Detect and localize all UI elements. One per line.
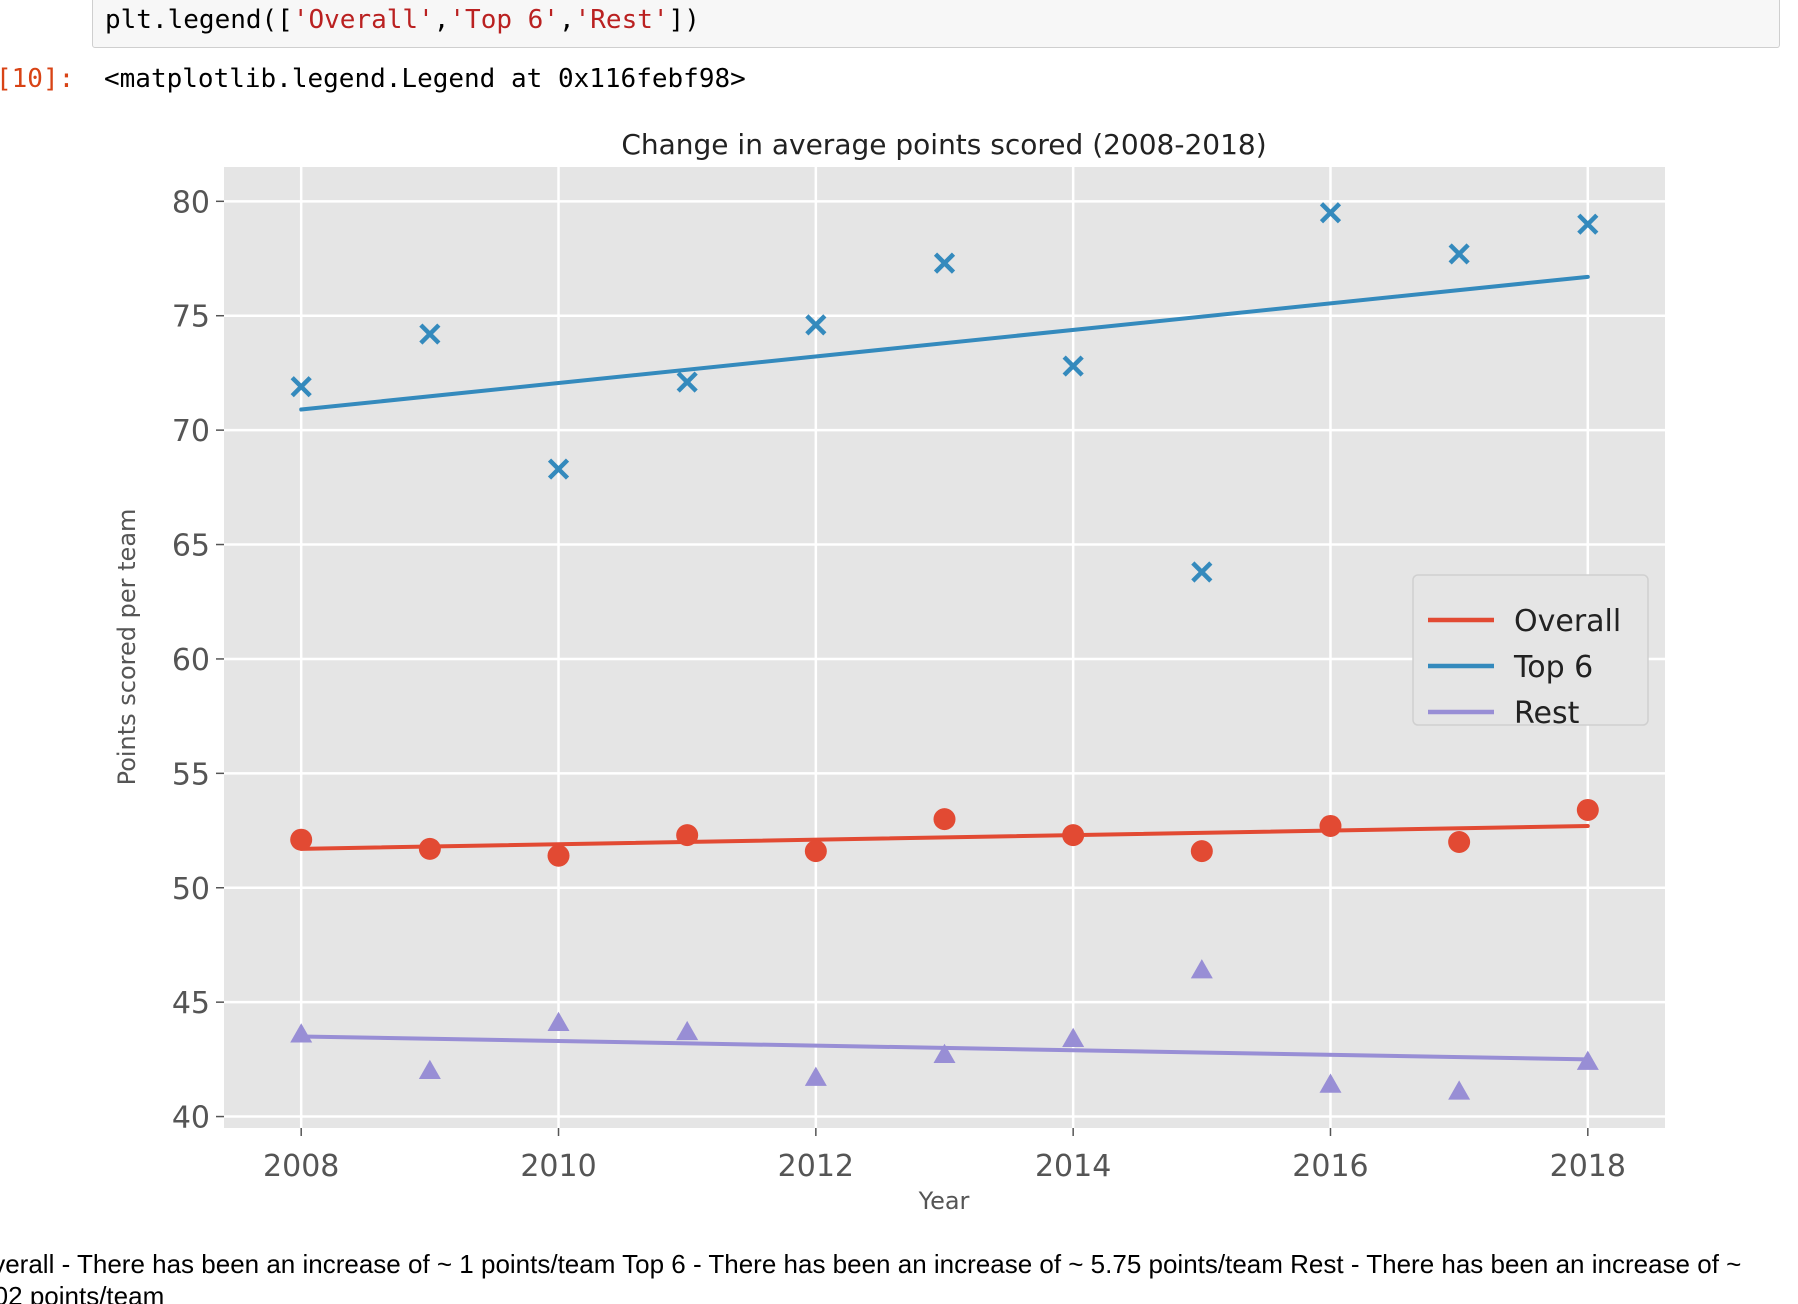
- x-tick-label: 2014: [1035, 1149, 1111, 1184]
- legend: Overall Top 6 Rest: [1412, 574, 1649, 731]
- x-tick-label: 2018: [1550, 1149, 1626, 1184]
- code-suffix: ]): [668, 5, 700, 35]
- legend-arg-top6: 'Top 6': [449, 5, 559, 35]
- point-rest: [804, 1066, 827, 1086]
- code-line: plt.legend(['Overall','Top 6','Rest']): [105, 5, 700, 35]
- legend-label-overall: Overall: [1514, 604, 1621, 639]
- point-top-6: [1319, 202, 1342, 224]
- point-overall: [290, 828, 313, 851]
- y-tick-label: 65: [172, 529, 210, 564]
- x-axis: 2008 2010 2012 2014 2016 2018: [263, 1128, 1626, 1184]
- y-tick-label: 40: [172, 1101, 210, 1136]
- point-overall: [1576, 798, 1599, 821]
- y-axis-label: Points scored per team: [113, 509, 141, 786]
- x-axis-label: Year: [918, 1187, 970, 1215]
- y-tick-label: 80: [172, 185, 210, 220]
- trend-line-top-6: [299, 274, 1590, 412]
- y-tick-label: 55: [172, 757, 210, 792]
- point-top-6: [676, 371, 698, 393]
- x-tick-label: 2008: [263, 1149, 339, 1184]
- y-tick-label: 75: [172, 300, 210, 335]
- x-tick-label: 2010: [520, 1149, 596, 1184]
- y-axis: 40 45 50 55 60 65 70 75 80: [172, 185, 224, 1136]
- legend-arg-rest: 'Rest': [574, 5, 669, 35]
- point-top-6: [1448, 243, 1470, 265]
- point-rest: [290, 1023, 313, 1043]
- point-rest: [1062, 1027, 1085, 1048]
- point-overall: [547, 844, 570, 867]
- y-tick-label: 50: [172, 872, 210, 907]
- point-rest: [933, 1043, 956, 1064]
- legend-box: [1412, 574, 1649, 726]
- point-overall: [418, 837, 441, 860]
- output-text: <matplotlib.legend.Legend at 0x116febf98…: [104, 64, 746, 94]
- point-overall: [1319, 814, 1342, 837]
- point-overall: [933, 808, 956, 831]
- legend-label-top-6: Top 6: [1513, 650, 1593, 685]
- point-overall: [1190, 840, 1213, 863]
- point-top-6: [419, 323, 441, 345]
- point-rest: [1448, 1080, 1471, 1100]
- point-overall: [676, 824, 699, 847]
- code-prefix: plt.legend([: [105, 5, 293, 35]
- data-points: [290, 202, 1599, 1100]
- x-tick-label: 2016: [1292, 1149, 1368, 1184]
- y-tick-label: 60: [172, 643, 210, 678]
- point-rest: [676, 1020, 699, 1041]
- point-top-6: [1191, 561, 1213, 583]
- point-overall: [1448, 830, 1471, 853]
- code-cell[interactable]: plt.legend(['Overall','Top 6','Rest']): [92, 0, 1780, 48]
- point-top-6: [1062, 355, 1084, 377]
- legend-label-rest: Rest: [1514, 696, 1580, 731]
- output-prompt: [10]:: [0, 64, 75, 94]
- point-top-6: [290, 376, 312, 398]
- point-rest: [418, 1059, 441, 1080]
- point-rest: [1319, 1073, 1342, 1093]
- trend-line-overall: [299, 823, 1590, 851]
- chart-title: Change in average points scored (2008-20…: [621, 128, 1266, 161]
- point-top-6: [933, 252, 956, 274]
- point-rest: [1190, 959, 1213, 979]
- point-overall: [1062, 824, 1085, 847]
- y-tick-label: 70: [172, 414, 210, 449]
- point-overall: [804, 840, 827, 863]
- legend-arg-overall: 'Overall': [292, 5, 434, 35]
- x-tick-label: 2012: [778, 1149, 854, 1184]
- point-rest: [547, 1011, 570, 1031]
- y-tick-label: 45: [172, 986, 210, 1021]
- point-top-6: [1577, 213, 1599, 235]
- point-top-6: [805, 314, 827, 336]
- point-top-6: [547, 458, 570, 480]
- point-rest: [1576, 1050, 1599, 1070]
- markdown-summary: Overall - There has been an increase of …: [0, 1249, 1742, 1304]
